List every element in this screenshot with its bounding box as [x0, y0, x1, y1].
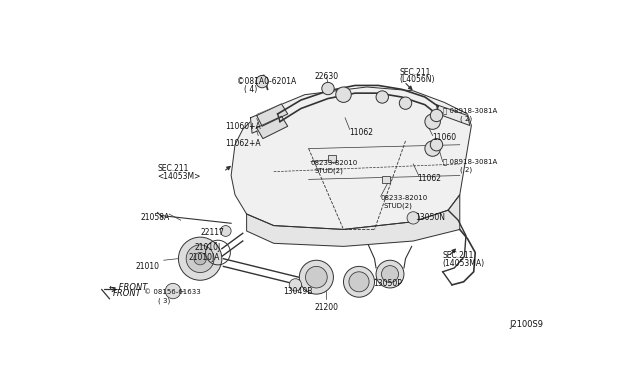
Text: STUD(2): STUD(2) [384, 202, 413, 209]
Circle shape [179, 237, 222, 280]
Circle shape [430, 139, 443, 151]
Text: SEC.211: SEC.211 [399, 68, 431, 77]
Circle shape [399, 97, 412, 109]
Polygon shape [257, 116, 288, 139]
Circle shape [322, 82, 334, 95]
Polygon shape [231, 87, 472, 230]
Polygon shape [250, 106, 280, 133]
Text: © 08156-61633: © 08156-61633 [143, 289, 200, 295]
Text: 11062: 11062 [417, 174, 441, 183]
Text: ( 4): ( 4) [244, 85, 257, 94]
Text: 21200: 21200 [314, 302, 339, 312]
Text: 08233-82010: 08233-82010 [381, 195, 428, 201]
Text: ( 3): ( 3) [157, 297, 170, 304]
Text: 08233-82010: 08233-82010 [311, 160, 358, 166]
Circle shape [381, 266, 399, 283]
Text: ( 2): ( 2) [460, 115, 472, 122]
Circle shape [425, 141, 440, 156]
Circle shape [194, 253, 206, 265]
Circle shape [376, 260, 404, 288]
Text: 11060: 11060 [433, 133, 457, 142]
Polygon shape [257, 104, 288, 126]
Text: J2100S9: J2100S9 [509, 320, 543, 329]
Circle shape [349, 272, 369, 292]
Text: 13049B: 13049B [283, 287, 312, 296]
Text: 21010: 21010 [136, 262, 160, 271]
Circle shape [289, 279, 301, 291]
Text: SEC.211: SEC.211 [443, 251, 474, 260]
Circle shape [165, 283, 180, 299]
Text: Ⓝ 08918-3081A: Ⓝ 08918-3081A [443, 158, 497, 165]
Text: 11062: 11062 [349, 128, 374, 137]
Text: 11062+A: 11062+A [226, 139, 261, 148]
Text: (L4056N): (L4056N) [399, 76, 435, 84]
Circle shape [430, 109, 443, 122]
Circle shape [344, 266, 374, 297]
Circle shape [300, 260, 333, 294]
Text: 21010JA: 21010JA [189, 253, 220, 262]
Text: 21010J: 21010J [195, 243, 221, 252]
Text: (14053MA): (14053MA) [443, 259, 485, 268]
Text: 13050P: 13050P [373, 279, 402, 289]
Circle shape [256, 76, 268, 88]
Text: STUD(2): STUD(2) [314, 168, 343, 174]
Circle shape [220, 225, 231, 236]
Polygon shape [246, 195, 460, 246]
Text: SEC.211: SEC.211 [157, 164, 189, 173]
Text: 11060+A: 11060+A [226, 122, 262, 131]
Circle shape [407, 212, 419, 224]
Text: 22117: 22117 [200, 228, 224, 237]
Text: FRONT: FRONT [113, 289, 141, 298]
Circle shape [336, 87, 351, 102]
Text: ( 2): ( 2) [460, 166, 472, 173]
Text: ← FRONT: ← FRONT [109, 283, 148, 292]
Circle shape [376, 91, 388, 103]
Bar [382, 176, 390, 183]
Text: Ⓝ 08918-3081A: Ⓝ 08918-3081A [443, 108, 497, 114]
Text: ©081A0-6201A: ©081A0-6201A [237, 77, 296, 86]
Polygon shape [436, 105, 470, 125]
Circle shape [425, 114, 440, 129]
Circle shape [186, 245, 214, 273]
Text: 21058A: 21058A [140, 212, 170, 221]
Circle shape [305, 266, 327, 288]
Text: 22630: 22630 [314, 71, 339, 81]
Bar [328, 155, 336, 163]
Text: <14053M>: <14053M> [157, 172, 201, 181]
Text: 13050N: 13050N [415, 212, 445, 221]
